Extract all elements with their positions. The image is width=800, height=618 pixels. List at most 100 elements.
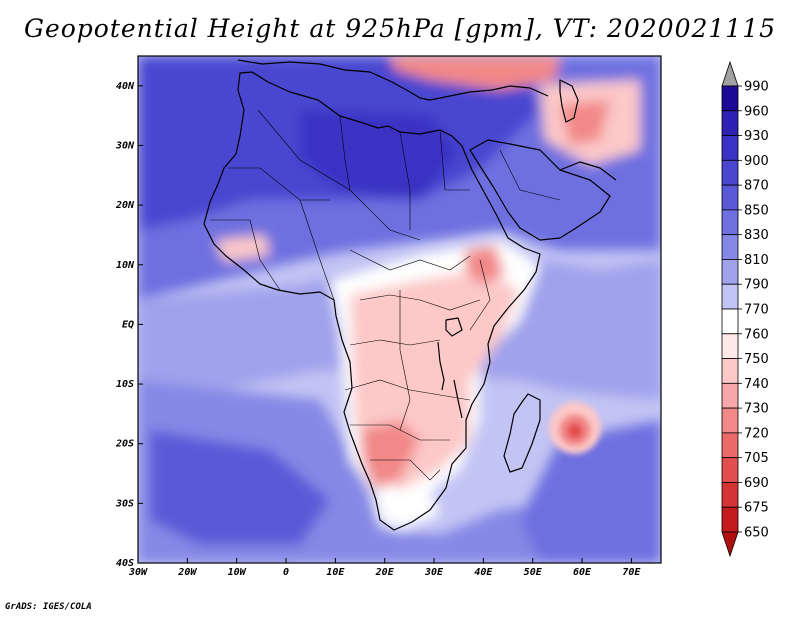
- country-borders: [210, 109, 561, 481]
- lon-tick-label: 10W: [228, 567, 247, 578]
- latitude-axis: 40N 30N 20N 10N EQ 10S 20S 30S 40S: [115, 81, 143, 569]
- lat-tick-label: 10S: [116, 379, 134, 390]
- colorbar-label: 705: [744, 451, 769, 466]
- colorbar: 990 960 930 900 870 850 830 810 790 770 760 750 740 7…: [721, 60, 769, 558]
- border-line: [339, 115, 351, 191]
- colorbar-label: 990: [744, 80, 769, 95]
- longitude-axis: 30W 20W 10W 0 10E 20E 30E 40E 50E 60E 70E: [128, 558, 641, 578]
- border-line: [344, 379, 471, 401]
- lon-tick-label: 30E: [424, 567, 444, 578]
- field-south-atlantic-high: [150, 430, 330, 545]
- colorbar-label: 650: [744, 526, 769, 541]
- colorbar-label: 870: [744, 179, 769, 194]
- colorbar-label: 770: [744, 303, 769, 318]
- colorbar-swatch: [721, 432, 739, 459]
- colorbar-swatch: [721, 259, 739, 285]
- colorbar-swatch: [721, 184, 739, 211]
- border-line: [469, 259, 491, 331]
- lon-tick-label: 50E: [524, 567, 543, 578]
- border-line: [370, 459, 441, 481]
- colorbar-swatch: [721, 333, 739, 359]
- lon-tick-label: 20W: [177, 567, 197, 578]
- border-line: [399, 131, 411, 230]
- colorbar-swatch: [721, 382, 739, 409]
- lat-tick-label: 40N: [116, 81, 135, 92]
- colorbar-label: 740: [744, 377, 769, 392]
- colorbar-label: 690: [744, 476, 769, 491]
- border-line: [228, 167, 330, 201]
- border-line: [359, 294, 481, 311]
- colorbar-top-arrow: [721, 60, 739, 87]
- colorbar-label: 850: [744, 203, 769, 218]
- lake-tanganyika: [437, 341, 445, 391]
- africa-coastline: [203, 71, 541, 531]
- europe-coast: [237, 59, 549, 101]
- colorbar-swatch: [721, 159, 739, 186]
- chart-title: Geopotential Height at 925hPa [gpm], VT:…: [23, 14, 777, 43]
- border-line: [399, 290, 411, 431]
- grads-credit: GrADS: IGES/COLA: [5, 602, 92, 612]
- border-line: [210, 219, 281, 291]
- border-line: [349, 249, 471, 271]
- coastlines: [203, 59, 617, 531]
- colorbar-label: 930: [744, 129, 769, 144]
- colorbar-swatch: [721, 482, 739, 508]
- colorbar-label: 675: [744, 501, 769, 516]
- lake-victoria: [445, 317, 463, 337]
- plot-area: [138, 56, 661, 563]
- arabia-coast: [469, 139, 611, 241]
- colorbar-swatch: [721, 234, 739, 260]
- colorbar-swatch: [721, 209, 739, 236]
- colorbar-bottom-arrow: [721, 531, 739, 558]
- mascarene-low: [549, 402, 601, 454]
- field-high-deep-blue: [300, 110, 460, 200]
- colorbar-swatch: [721, 457, 739, 483]
- lat-tick-label: EQ: [122, 319, 134, 330]
- lon-tick-label: 20E: [375, 567, 395, 578]
- colorbar-swatch: [721, 308, 739, 335]
- field-west-africa-low: [215, 235, 270, 262]
- field-ethiopia-low: [465, 245, 505, 285]
- field-south-tip-white: [375, 490, 440, 530]
- lat-tick-label: 30N: [115, 140, 135, 151]
- persian-gulf: [559, 161, 617, 181]
- colorbar-swatch: [721, 135, 739, 161]
- border-line: [350, 424, 450, 441]
- lon-tick-label: 60E: [573, 567, 592, 578]
- field-africa-low-red: [360, 420, 420, 490]
- madagascar: [503, 393, 541, 473]
- lon-tick-label: 30W: [128, 567, 148, 578]
- colorbar-label: 960: [744, 104, 769, 119]
- border-line: [499, 149, 561, 201]
- colorbar-label: 760: [744, 327, 769, 342]
- lon-tick-label: 70E: [622, 567, 641, 578]
- lat-tick-label: 30S: [115, 498, 134, 509]
- lon-tick-label: 10E: [326, 567, 345, 578]
- plot-frame: [137, 55, 662, 564]
- lat-tick-label: 20S: [115, 439, 134, 450]
- lon-tick-label: 0: [283, 567, 289, 578]
- colorbar-swatch: [721, 283, 739, 310]
- colorbar-swatch: [721, 110, 739, 136]
- field-iran-low-red: [560, 100, 610, 145]
- colorbar-label: 750: [744, 352, 769, 367]
- colorbar-label: 830: [744, 228, 769, 243]
- field-med-low: [390, 56, 560, 90]
- lat-tick-label: 40S: [116, 558, 134, 569]
- colorbar-label: 810: [744, 253, 769, 268]
- lat-tick-label: 20N: [115, 200, 135, 211]
- caspian-sea: [559, 79, 579, 123]
- colorbar-swatch: [721, 506, 739, 533]
- colorbar-swatch: [721, 407, 739, 434]
- colorbar-label: 900: [744, 154, 769, 169]
- border-line: [349, 339, 441, 346]
- cyclone-ring-3: [567, 423, 583, 439]
- border-line: [439, 129, 470, 191]
- colorbar-label: 720: [744, 426, 769, 441]
- colorbar-swatch: [721, 85, 739, 112]
- geopotential-field: [138, 56, 661, 563]
- colorbar-swatch: [721, 358, 739, 384]
- lake-malawi: [453, 379, 463, 419]
- field-east-high: [520, 420, 661, 563]
